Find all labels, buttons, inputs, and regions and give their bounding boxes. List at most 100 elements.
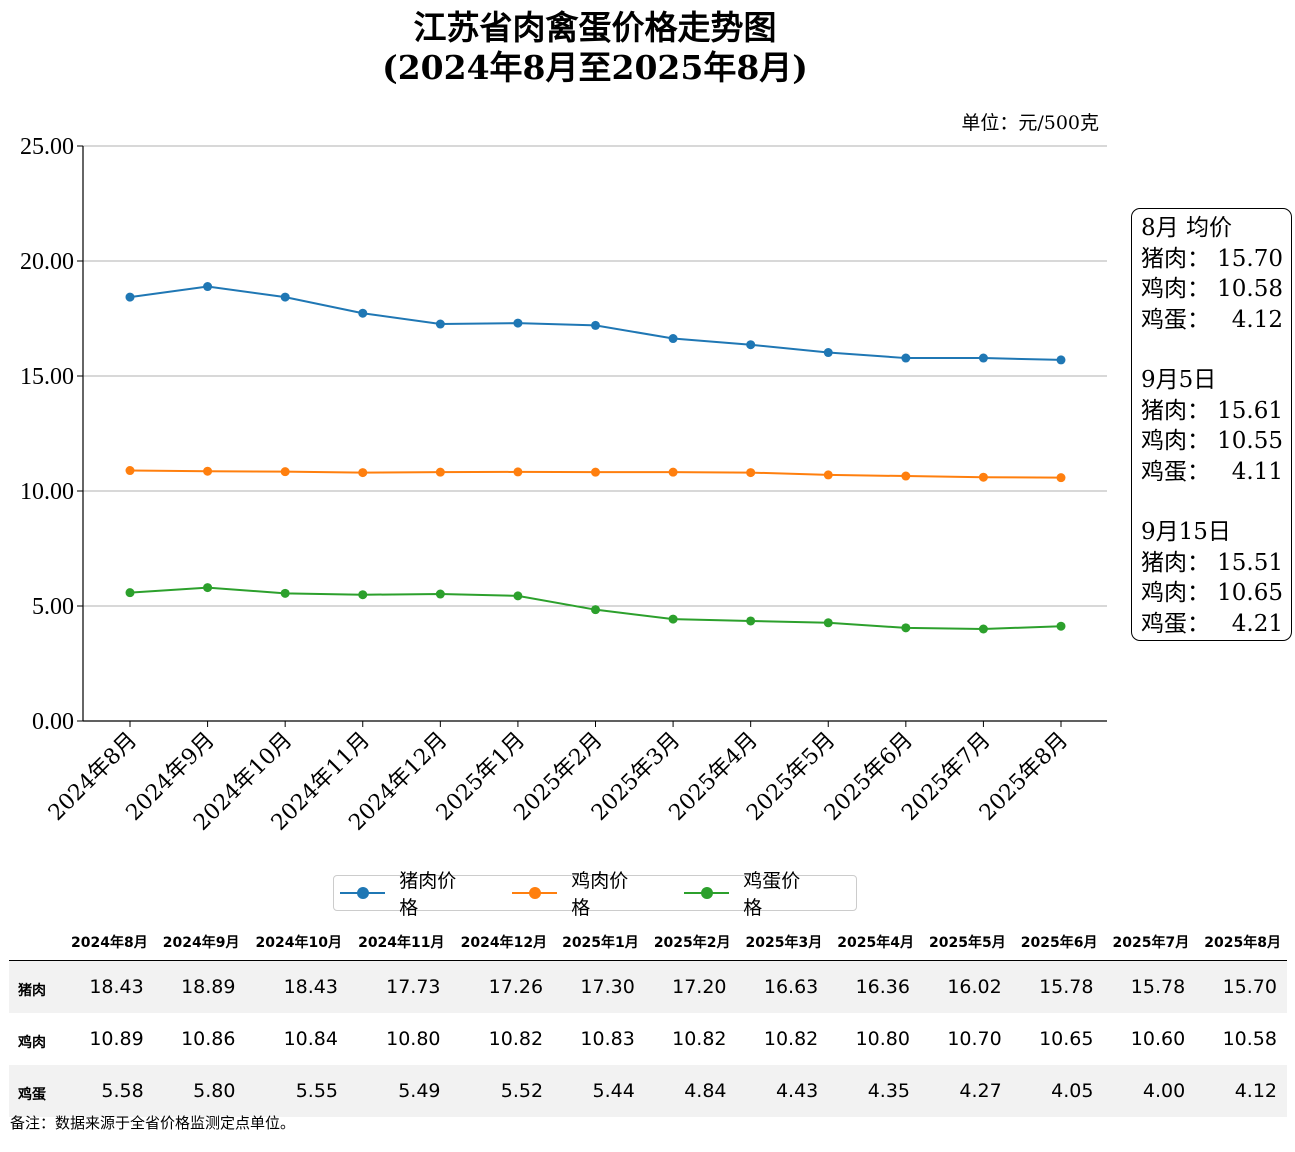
info-label: 鸡肉： [1141,276,1210,302]
info-row: 鸡蛋： 4.21 [1141,609,1283,640]
price-table: 2024年8月 2024年9月 2024年10月 2024年11月 2024年12月 20… [9,924,1287,1117]
info-section-heading: 9月5日 [1141,367,1217,393]
table-cell: 16.36 [828,960,920,1013]
data-point [203,466,213,476]
table-cell: 10.82 [672,1028,727,1050]
table-cell: 4.12 [1195,1065,1287,1117]
table-row-header: 鸡肉 [18,1035,46,1051]
info-label: 鸡蛋： [1141,610,1210,637]
data-point [358,590,368,600]
table-column-header: 2024年11月 [348,924,451,961]
table-row: 鸡蛋 5.58 5.80 5.55 5.49 5.52 5.44 4.84 4.43 4.35 4.… [9,1065,1287,1117]
info-row: 鸡肉： 10.65 [1141,578,1283,609]
data-point [435,467,445,477]
unit-label: 单位：元/500克 [961,112,1099,134]
table-column-header: 2025年4月 [828,924,920,961]
table-cell: 10.86 [181,1028,236,1050]
legend-line-marker-icon [684,887,730,899]
data-point [978,353,988,363]
table-cell: 17.30 [553,960,645,1013]
data-point [435,589,445,599]
data-point [978,472,988,482]
table-cell: 17.20 [644,960,737,1013]
table-cell: 10.80 [855,1028,910,1050]
table-cell: 18.43 [62,960,154,1013]
info-row: 猪肉： 15.51 [1141,548,1283,579]
info-label: 鸡蛋： [1141,458,1210,485]
info-value: 10.55 [1217,428,1283,454]
info-label: 鸡肉： [1141,580,1210,606]
table-cell: 18.43 [245,960,348,1013]
table-cell: 4.43 [736,1065,829,1117]
info-label: 鸡蛋： [1141,306,1210,333]
legend-label: 鸡蛋价格 [743,870,801,919]
table-cell: 10.70 [947,1028,1002,1050]
legend-label: 鸡肉价格 [571,870,629,919]
table-column-header: 2025年8月 [1195,924,1287,961]
data-point [591,467,600,477]
table-column-header: 2024年12月 [450,924,554,961]
footnote: 备注：数据来源于全省价格监测定点单位。 [10,1114,296,1132]
table-cell: 4.35 [828,1065,920,1117]
data-point [746,340,756,350]
table-column-header: 2024年9月 [153,924,246,961]
info-spacer [1141,487,1283,517]
info-row: 鸡蛋： 4.12 [1141,305,1283,336]
table-header-row: 2024年8月 2024年9月 2024年10月 2024年11月 2024年12月 20… [9,924,1287,961]
info-value: 15.61 [1217,397,1283,424]
table-cell: 5.80 [153,1065,246,1117]
table-cell: 5.52 [450,1065,554,1117]
info-label: 猪肉： [1141,549,1210,576]
table-column-header: 2025年3月 [736,924,829,961]
table-cell: 15.78 [1011,960,1104,1013]
data-point [668,334,678,344]
table-row: 鸡肉 10.89 10.86 10.84 10.80 10.82 10.83 10.82 10.… [9,1013,1287,1065]
table-row: 猪肉 18.43 18.89 18.43 17.73 17.26 17.30 17.20 16.… [9,960,1287,1013]
info-spacer [1141,335,1283,365]
table-cell: 4.00 [1103,1065,1196,1117]
info-value: 10.58 [1217,276,1283,302]
data-point [358,308,368,318]
table-cell: 5.49 [348,1065,451,1117]
info-label: 猪肉： [1141,245,1210,272]
data-point [513,318,523,328]
table-cell: 15.70 [1195,960,1287,1013]
info-row: 猪肉： 15.70 [1141,244,1283,275]
y-tick-label: 10.00 [20,479,74,505]
table-cell: 17.73 [348,960,451,1013]
data-point [591,605,600,615]
table-cell: 16.63 [736,960,829,1013]
legend-line-marker-icon [340,887,386,899]
table-cell: 18.89 [153,960,246,1013]
data-point [1056,621,1066,631]
data-point [668,614,678,624]
data-point [513,467,523,477]
data-point [668,467,678,477]
data-point [901,623,911,633]
data-point [513,591,523,601]
table-cell: 10.84 [283,1028,338,1050]
table-column-header: 2025年1月 [553,924,645,961]
table-cell: 5.58 [62,1065,154,1117]
table-cell: 10.83 [580,1028,635,1050]
data-point [203,282,213,292]
table-column-header: 2025年2月 [644,924,737,961]
table-column-header: 2025年7月 [1103,924,1196,961]
table-cell: 17.26 [450,960,554,1013]
table-cell: 5.55 [245,1065,348,1117]
info-row: 猪肉： 15.61 [1141,396,1283,427]
info-value: 15.51 [1217,549,1283,576]
axes [77,145,1107,727]
data-point [280,467,290,477]
data-point [591,320,600,330]
table-cell: 4.05 [1011,1065,1104,1117]
table-cell: 4.84 [644,1065,737,1117]
data-point [901,471,911,481]
table-column-header: 2025年6月 [1011,924,1104,961]
legend: 猪肉价格 鸡肉价格 鸡蛋价格 [333,870,857,919]
chart-title: 江苏省肉禽蛋价格走势图 [413,8,777,47]
legend-item-3: 鸡蛋价格 [684,866,818,920]
info-value: 15.70 [1217,245,1283,272]
table-cell: 10.82 [763,1028,819,1050]
info-section-heading: 9月15日 [1141,519,1231,545]
